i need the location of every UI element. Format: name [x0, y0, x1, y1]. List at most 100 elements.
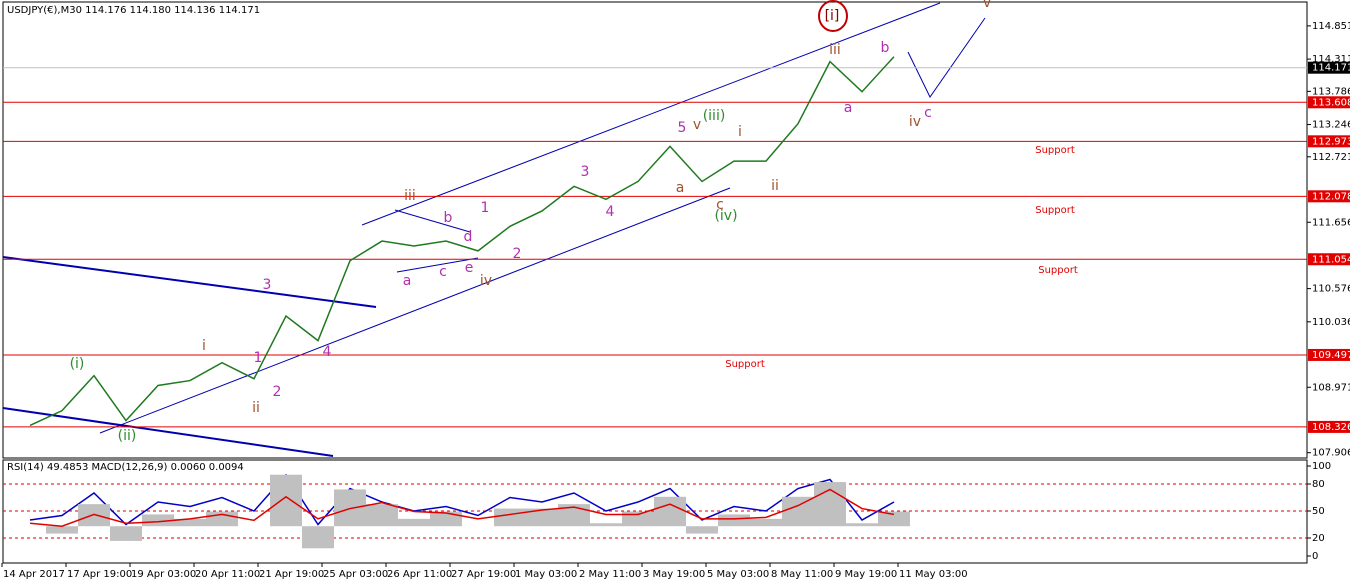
wave-label: 1	[254, 350, 263, 366]
level-label-box	[1308, 420, 1350, 433]
wave-label: ii	[771, 178, 779, 194]
wave-label: 1	[481, 200, 490, 216]
macd-bar	[398, 518, 430, 527]
macd-bar	[142, 514, 174, 527]
y-tick-label: 100	[1312, 461, 1331, 472]
wave-label: 3	[581, 164, 590, 180]
y-tick-label: 107.906	[1312, 448, 1350, 459]
wave-label: iv	[909, 114, 921, 130]
wave-label: a	[844, 100, 853, 116]
level-label-box	[1308, 190, 1350, 203]
triangle-line	[396, 257, 479, 273]
wave-label: c	[439, 264, 447, 280]
x-tick-label: 14 Apr 2017	[3, 569, 65, 580]
level-label-box	[1308, 135, 1350, 148]
last-price-label: 114.171	[1312, 63, 1350, 74]
x-tick-label: 8 May 11:00	[771, 569, 833, 580]
level-label: 108.326	[1312, 422, 1350, 433]
macd-bar	[494, 508, 526, 527]
macd-bar	[270, 474, 302, 527]
macd-bar	[750, 518, 782, 527]
macd-bar	[654, 496, 686, 527]
wave-label: i	[202, 338, 206, 354]
wave-label: 3	[263, 277, 272, 293]
macd-bar	[686, 526, 718, 534]
trend-line	[2, 256, 377, 308]
wave-label: c	[716, 197, 724, 213]
macd-bar	[526, 508, 558, 527]
wave-label: 5	[678, 120, 687, 136]
level-label: 112.973	[1312, 136, 1350, 147]
support-label: Support	[1038, 265, 1078, 276]
x-tick-label: 17 Apr 19:00	[67, 569, 132, 580]
wave-label: iii	[829, 42, 841, 58]
y-tick-label: 113.786	[1312, 86, 1350, 97]
wave-label: i	[738, 124, 742, 140]
x-tick-label: 9 May 19:00	[835, 569, 897, 580]
macd-bar	[878, 511, 910, 527]
series-line	[29, 488, 895, 527]
triangle-line	[394, 209, 471, 233]
wave-label: 4	[323, 344, 332, 360]
channel-line	[361, 2, 941, 226]
price-frame	[2, 1, 1308, 459]
x-tick-label: 20 Apr 11:00	[195, 569, 260, 580]
y-tick-label: 111.656	[1312, 217, 1350, 228]
level-label-box	[1308, 96, 1350, 109]
wave-label: v	[693, 117, 701, 133]
macd-bar	[846, 523, 878, 527]
x-tick-label: 2 May 11:00	[579, 569, 641, 580]
level-label: 109.497	[1312, 350, 1350, 361]
trend-line	[2, 407, 334, 457]
projection-line	[907, 17, 986, 98]
channel-line	[99, 187, 731, 434]
x-tick-label: 1 May 03:00	[515, 569, 577, 580]
wave-label: [i]	[825, 8, 840, 24]
level-label-box	[1308, 253, 1350, 266]
y-tick-label: 114.851	[1312, 21, 1350, 32]
macd-bar	[782, 496, 814, 527]
macd-bar	[110, 526, 142, 541]
support-label: Support	[1035, 205, 1075, 216]
y-tick-label: 50	[1312, 506, 1325, 517]
macd-bar	[590, 523, 622, 527]
wave-label: iii	[404, 188, 416, 204]
wave-label: d	[464, 229, 473, 245]
wave-label: a	[403, 273, 412, 289]
wave-label: b	[881, 40, 890, 56]
level-label-box	[1308, 348, 1350, 361]
macd-bar	[174, 518, 206, 527]
wave-label: c	[924, 105, 932, 121]
series-line	[29, 473, 895, 526]
y-tick-label: 108.971	[1312, 382, 1350, 393]
x-tick-label: 5 May 03:00	[707, 569, 769, 580]
macd-bar	[302, 526, 334, 549]
macd-bar	[718, 514, 750, 527]
x-tick-label: 3 May 19:00	[643, 569, 705, 580]
wave-label: iv	[480, 273, 492, 289]
wave-label: 4	[606, 204, 615, 220]
series-line	[29, 56, 895, 427]
wave-label: 2	[513, 246, 522, 262]
wave-label: v	[983, 0, 991, 11]
y-tick-label: 112.721	[1312, 152, 1350, 163]
last-price-box	[1308, 61, 1350, 74]
x-tick-label: 26 Apr 11:00	[387, 569, 452, 580]
y-tick-label: 20	[1312, 533, 1325, 544]
support-label: Support	[725, 359, 765, 370]
wave-circle	[818, 0, 848, 32]
y-tick-label: 110.036	[1312, 317, 1350, 328]
wave-label: a	[676, 180, 685, 196]
x-tick-label: 19 Apr 03:00	[131, 569, 196, 580]
x-tick-label: 27 Apr 19:00	[451, 569, 516, 580]
wave-label: (ii)	[118, 428, 137, 444]
level-label: 111.054	[1312, 254, 1350, 265]
y-tick-label: 80	[1312, 479, 1325, 490]
price-title: USDJPY(€),M30 114.176 114.180 114.136 11…	[7, 5, 260, 16]
level-label: 112.078	[1312, 191, 1350, 202]
indicator-title: RSI(14) 49.4853 MACD(12,26,9) 0.0060 0.0…	[7, 462, 244, 473]
x-tick-label: 11 May 03:00	[899, 569, 968, 580]
x-tick-label: 21 Apr 19:00	[259, 569, 324, 580]
